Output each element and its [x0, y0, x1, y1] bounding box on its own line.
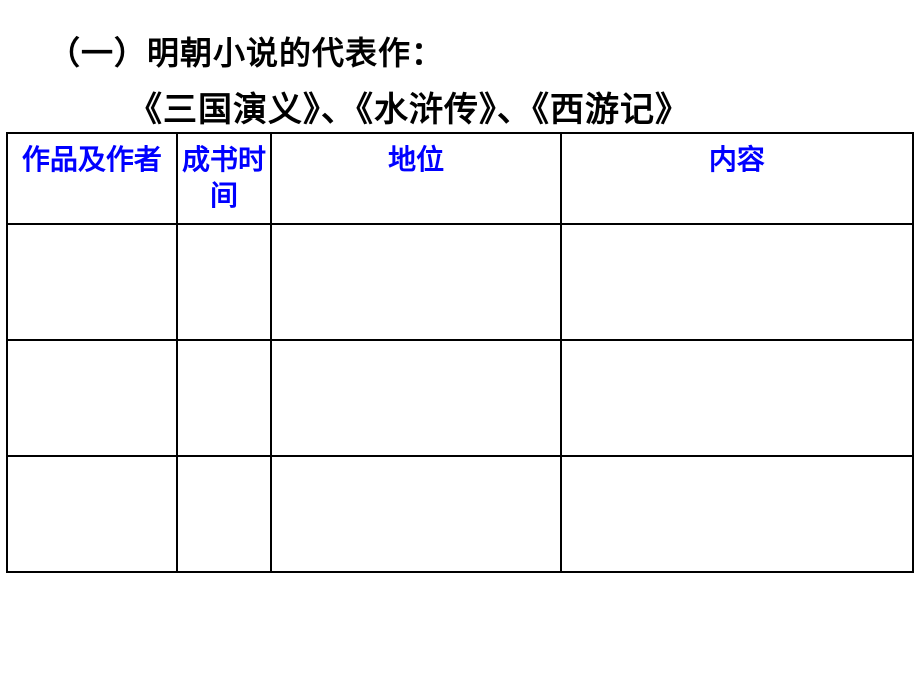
- section-heading-line-1: （一）明朝小说的代表作：: [48, 28, 444, 74]
- table-cell: [271, 340, 560, 456]
- table-cell: [177, 340, 272, 456]
- section-heading-line-2: 《三国演义》、《水浒传》、《西游记》: [128, 82, 690, 131]
- table-cell: [561, 456, 913, 572]
- table-cell: [7, 224, 177, 340]
- table-cell: [561, 224, 913, 340]
- table-row: [7, 224, 913, 340]
- novels-table: 作品及作者 成书时间 地位 内容: [6, 132, 914, 573]
- column-header-content: 内容: [561, 133, 913, 224]
- table-cell: [7, 456, 177, 572]
- table-cell: [7, 340, 177, 456]
- column-header-status: 地位: [271, 133, 560, 224]
- table-cell: [177, 456, 272, 572]
- table-cell: [271, 224, 560, 340]
- table-cell: [271, 456, 560, 572]
- table-header-row: 作品及作者 成书时间 地位 内容: [7, 133, 913, 224]
- table-cell: [177, 224, 272, 340]
- column-header-author: 作品及作者: [7, 133, 177, 224]
- table-cell: [561, 340, 913, 456]
- column-header-time: 成书时间: [177, 133, 272, 224]
- novels-table-container: 作品及作者 成书时间 地位 内容: [6, 132, 914, 573]
- table-row: [7, 340, 913, 456]
- table-row: [7, 456, 913, 572]
